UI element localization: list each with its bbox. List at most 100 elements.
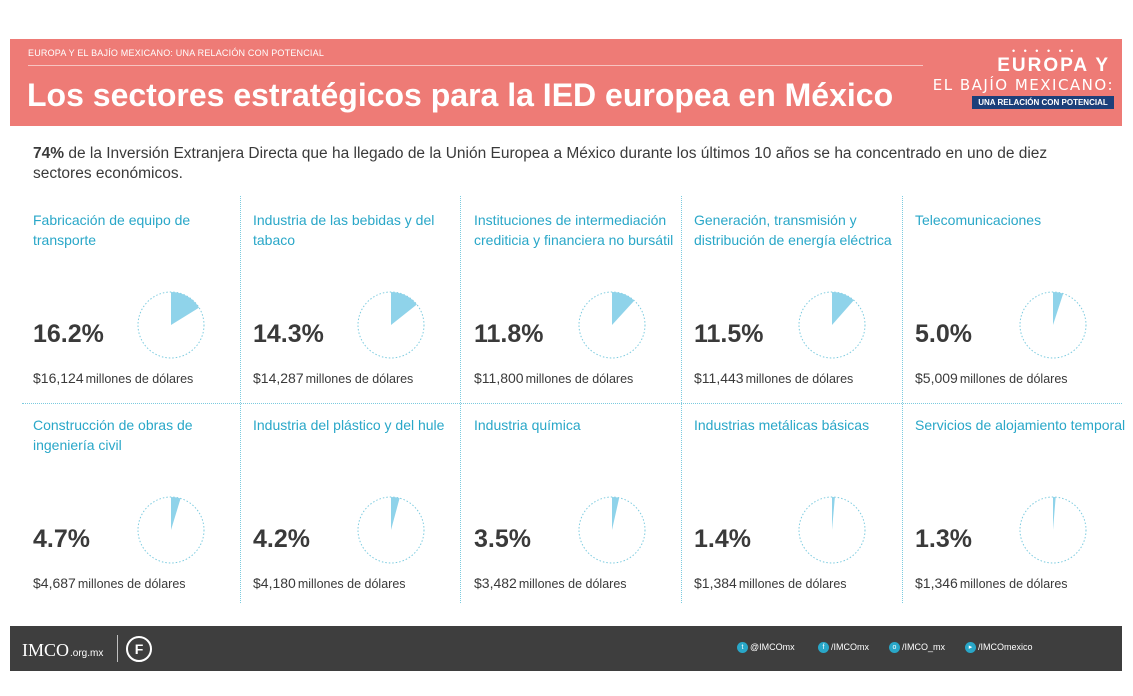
sector-amount: $14,287 millones de dólares xyxy=(253,370,413,388)
sector-amount: $3,482 millones de dólares xyxy=(474,575,627,593)
amount-unit: millones de dólares xyxy=(518,577,627,591)
sector-pie xyxy=(137,496,205,564)
amount-unit: millones de dólares xyxy=(525,372,634,386)
sector-cell: Construcción de obras de ingeniería civi… xyxy=(33,415,253,610)
sector-amount: $1,346 millones de dólares xyxy=(915,575,1068,593)
sector-pie xyxy=(1019,496,1087,564)
sector-cell: Industrias metálicas básicas 1.4% $1,384 mi… xyxy=(694,415,914,610)
pie-slice xyxy=(391,497,400,530)
logo-line-1: EUROPA Y xyxy=(997,55,1110,76)
amount-unit: millones de dólares xyxy=(745,372,854,386)
sector-amount: $4,180 millones de dólares xyxy=(253,575,406,593)
sector-amount: $16,124 millones de dólares xyxy=(33,370,193,388)
pie-slice xyxy=(171,497,181,530)
amount-unit: millones de dólares xyxy=(85,372,194,386)
intro-text: 74% de la Inversión Extranjera Directa q… xyxy=(33,144,1093,184)
social-label: /IMCO_mx xyxy=(902,642,946,652)
sector-amount: $1,384 millones de dólares xyxy=(694,575,847,593)
sector-cell: Industria química 3.5% $3,482 millones de d… xyxy=(474,415,694,610)
sector-percentage: 4.7% xyxy=(33,525,90,553)
sector-pie xyxy=(798,291,866,359)
sector-name: Industria del plástico y del hule xyxy=(253,417,445,433)
imco-url: .org.mx xyxy=(70,648,104,659)
imco-logo[interactable]: IMCO.org.mx xyxy=(22,640,103,661)
column-divider xyxy=(681,196,682,603)
sector-cell: Industria del plástico y del hule 4.2% $4,… xyxy=(253,415,473,610)
social-label: /IMCOmx xyxy=(831,642,869,652)
sector-percentage: 1.3% xyxy=(915,525,972,553)
sector-amount: $11,800 millones de dólares xyxy=(474,370,633,388)
sector-name: Fabricación de equipo de transporte xyxy=(33,212,191,248)
sector-pie xyxy=(1019,291,1087,359)
sector-percentage: 11.5% xyxy=(694,320,764,348)
logo-line-2: EL BAJÍO MEXICANO: xyxy=(932,76,1114,94)
amount-unit: millones de dólares xyxy=(959,372,1068,386)
amount-value: $1,346 xyxy=(915,575,958,591)
intro-body: de la Inversión Extranjera Directa que h… xyxy=(33,145,1048,182)
kicker-divider xyxy=(28,65,923,66)
amount-unit: millones de dólares xyxy=(77,577,186,591)
amount-value: $5,009 xyxy=(915,370,958,386)
sector-cell: Fabricación de equipo de transporte 16.2%… xyxy=(33,210,253,405)
social-label: @IMCOmx xyxy=(750,642,795,652)
social-youtube[interactable]: ▸/IMCOmexico xyxy=(965,642,1033,654)
amount-value: $1,384 xyxy=(694,575,737,591)
amount-value: $4,687 xyxy=(33,575,76,591)
pie-slice xyxy=(171,292,200,325)
sector-pie xyxy=(798,496,866,564)
sector-percentage: 4.2% xyxy=(253,525,310,553)
amount-value: $4,180 xyxy=(253,575,296,591)
pie-slice xyxy=(612,292,635,325)
footer-separator xyxy=(117,635,118,662)
sector-cell: Generación, transmisión y distribución d… xyxy=(694,210,914,405)
header-kicker: EUROPA Y EL BAJÍO MEXICANO: UNA RELACIÓN… xyxy=(28,48,325,58)
sector-pie xyxy=(578,291,646,359)
intro-highlight: 74% xyxy=(33,145,65,162)
social-twitter[interactable]: t @IMCOmx xyxy=(737,642,795,654)
facebook-icon: f xyxy=(818,642,829,654)
twitter-icon: t xyxy=(737,642,748,654)
sector-amount: $5,009 millones de dólares xyxy=(915,370,1068,388)
footer-bar: IMCO.org.mx F t @IMCOmx f/IMCOmx o/IMCO_m… xyxy=(10,626,1122,671)
amount-unit: millones de dólares xyxy=(738,577,847,591)
pie-slice xyxy=(612,497,620,530)
page-title: Los sectores estratégicos para la IED eu… xyxy=(27,77,894,113)
pie-slice xyxy=(1053,292,1064,325)
sector-percentage: 14.3% xyxy=(253,320,324,348)
sector-name: Telecomunicaciones xyxy=(915,212,1042,228)
sector-pie xyxy=(357,496,425,564)
header-banner: EUROPA Y EL BAJÍO MEXICANO: UNA RELACIÓN… xyxy=(10,39,1122,126)
sector-percentage: 11.8% xyxy=(474,320,544,348)
sector-name: Industria de las bebidas y del tabaco xyxy=(253,212,435,248)
social-facebook[interactable]: f/IMCOmx xyxy=(818,642,869,654)
sector-percentage: 16.2% xyxy=(33,320,104,348)
logo-dots-decoration: • • • • • • xyxy=(1012,46,1077,56)
sector-name: Instituciones de intermediación creditic… xyxy=(474,212,674,248)
pie-slice xyxy=(391,292,417,325)
pie-slice xyxy=(832,497,835,530)
sector-name: Industria química xyxy=(474,417,581,433)
sector-percentage: 5.0% xyxy=(915,320,972,348)
pie-slice xyxy=(832,292,854,325)
sector-cell: Telecomunicaciones 5.0% $5,009 millones de … xyxy=(915,210,1133,405)
campaign-logo: • • • • • • EUROPA Y EL BAJÍO MEXICANO: … xyxy=(933,46,1116,116)
sector-amount: $4,687 millones de dólares xyxy=(33,575,186,593)
pie-slice xyxy=(1053,497,1056,530)
amount-unit: millones de dólares xyxy=(297,577,406,591)
amount-value: $11,800 xyxy=(474,370,524,386)
amount-unit: millones de dólares xyxy=(959,577,1068,591)
amount-value: $16,124 xyxy=(33,370,84,386)
sector-pie xyxy=(357,291,425,359)
sector-amount: $11,443 millones de dólares xyxy=(694,370,853,388)
amount-value: $3,482 xyxy=(474,575,517,591)
social-instagram[interactable]: o/IMCO_mx xyxy=(889,642,946,654)
logo-line-3: UNA RELACIÓN CON POTENCIAL xyxy=(972,96,1114,109)
sector-percentage: 3.5% xyxy=(474,525,531,553)
amount-unit: millones de dólares xyxy=(305,372,414,386)
sector-cell: Servicios de alojamiento temporal 1.3% $1,… xyxy=(915,415,1133,610)
instagram-icon: o xyxy=(889,642,900,654)
sector-name: Construcción de obras de ingeniería civi… xyxy=(33,417,193,453)
social-label: /IMCOmexico xyxy=(978,642,1033,652)
sector-cell: Instituciones de intermediación creditic… xyxy=(474,210,694,405)
sector-name: Servicios de alojamiento temporal xyxy=(915,417,1126,433)
